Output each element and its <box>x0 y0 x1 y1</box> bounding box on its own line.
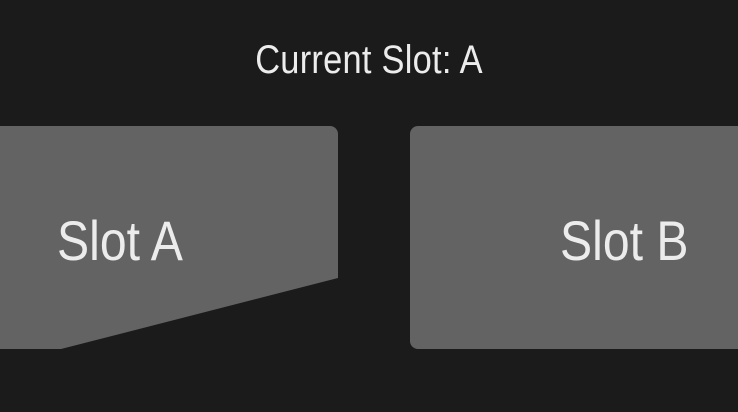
slot-a-button[interactable]: Slot A <box>0 126 338 349</box>
slot-a-label: Slot A <box>57 209 183 272</box>
slot-b-label: Slot B <box>560 209 689 272</box>
slot-b-button[interactable]: Slot B <box>410 126 738 349</box>
current-slot-label: Current Slot: A <box>255 38 483 82</box>
